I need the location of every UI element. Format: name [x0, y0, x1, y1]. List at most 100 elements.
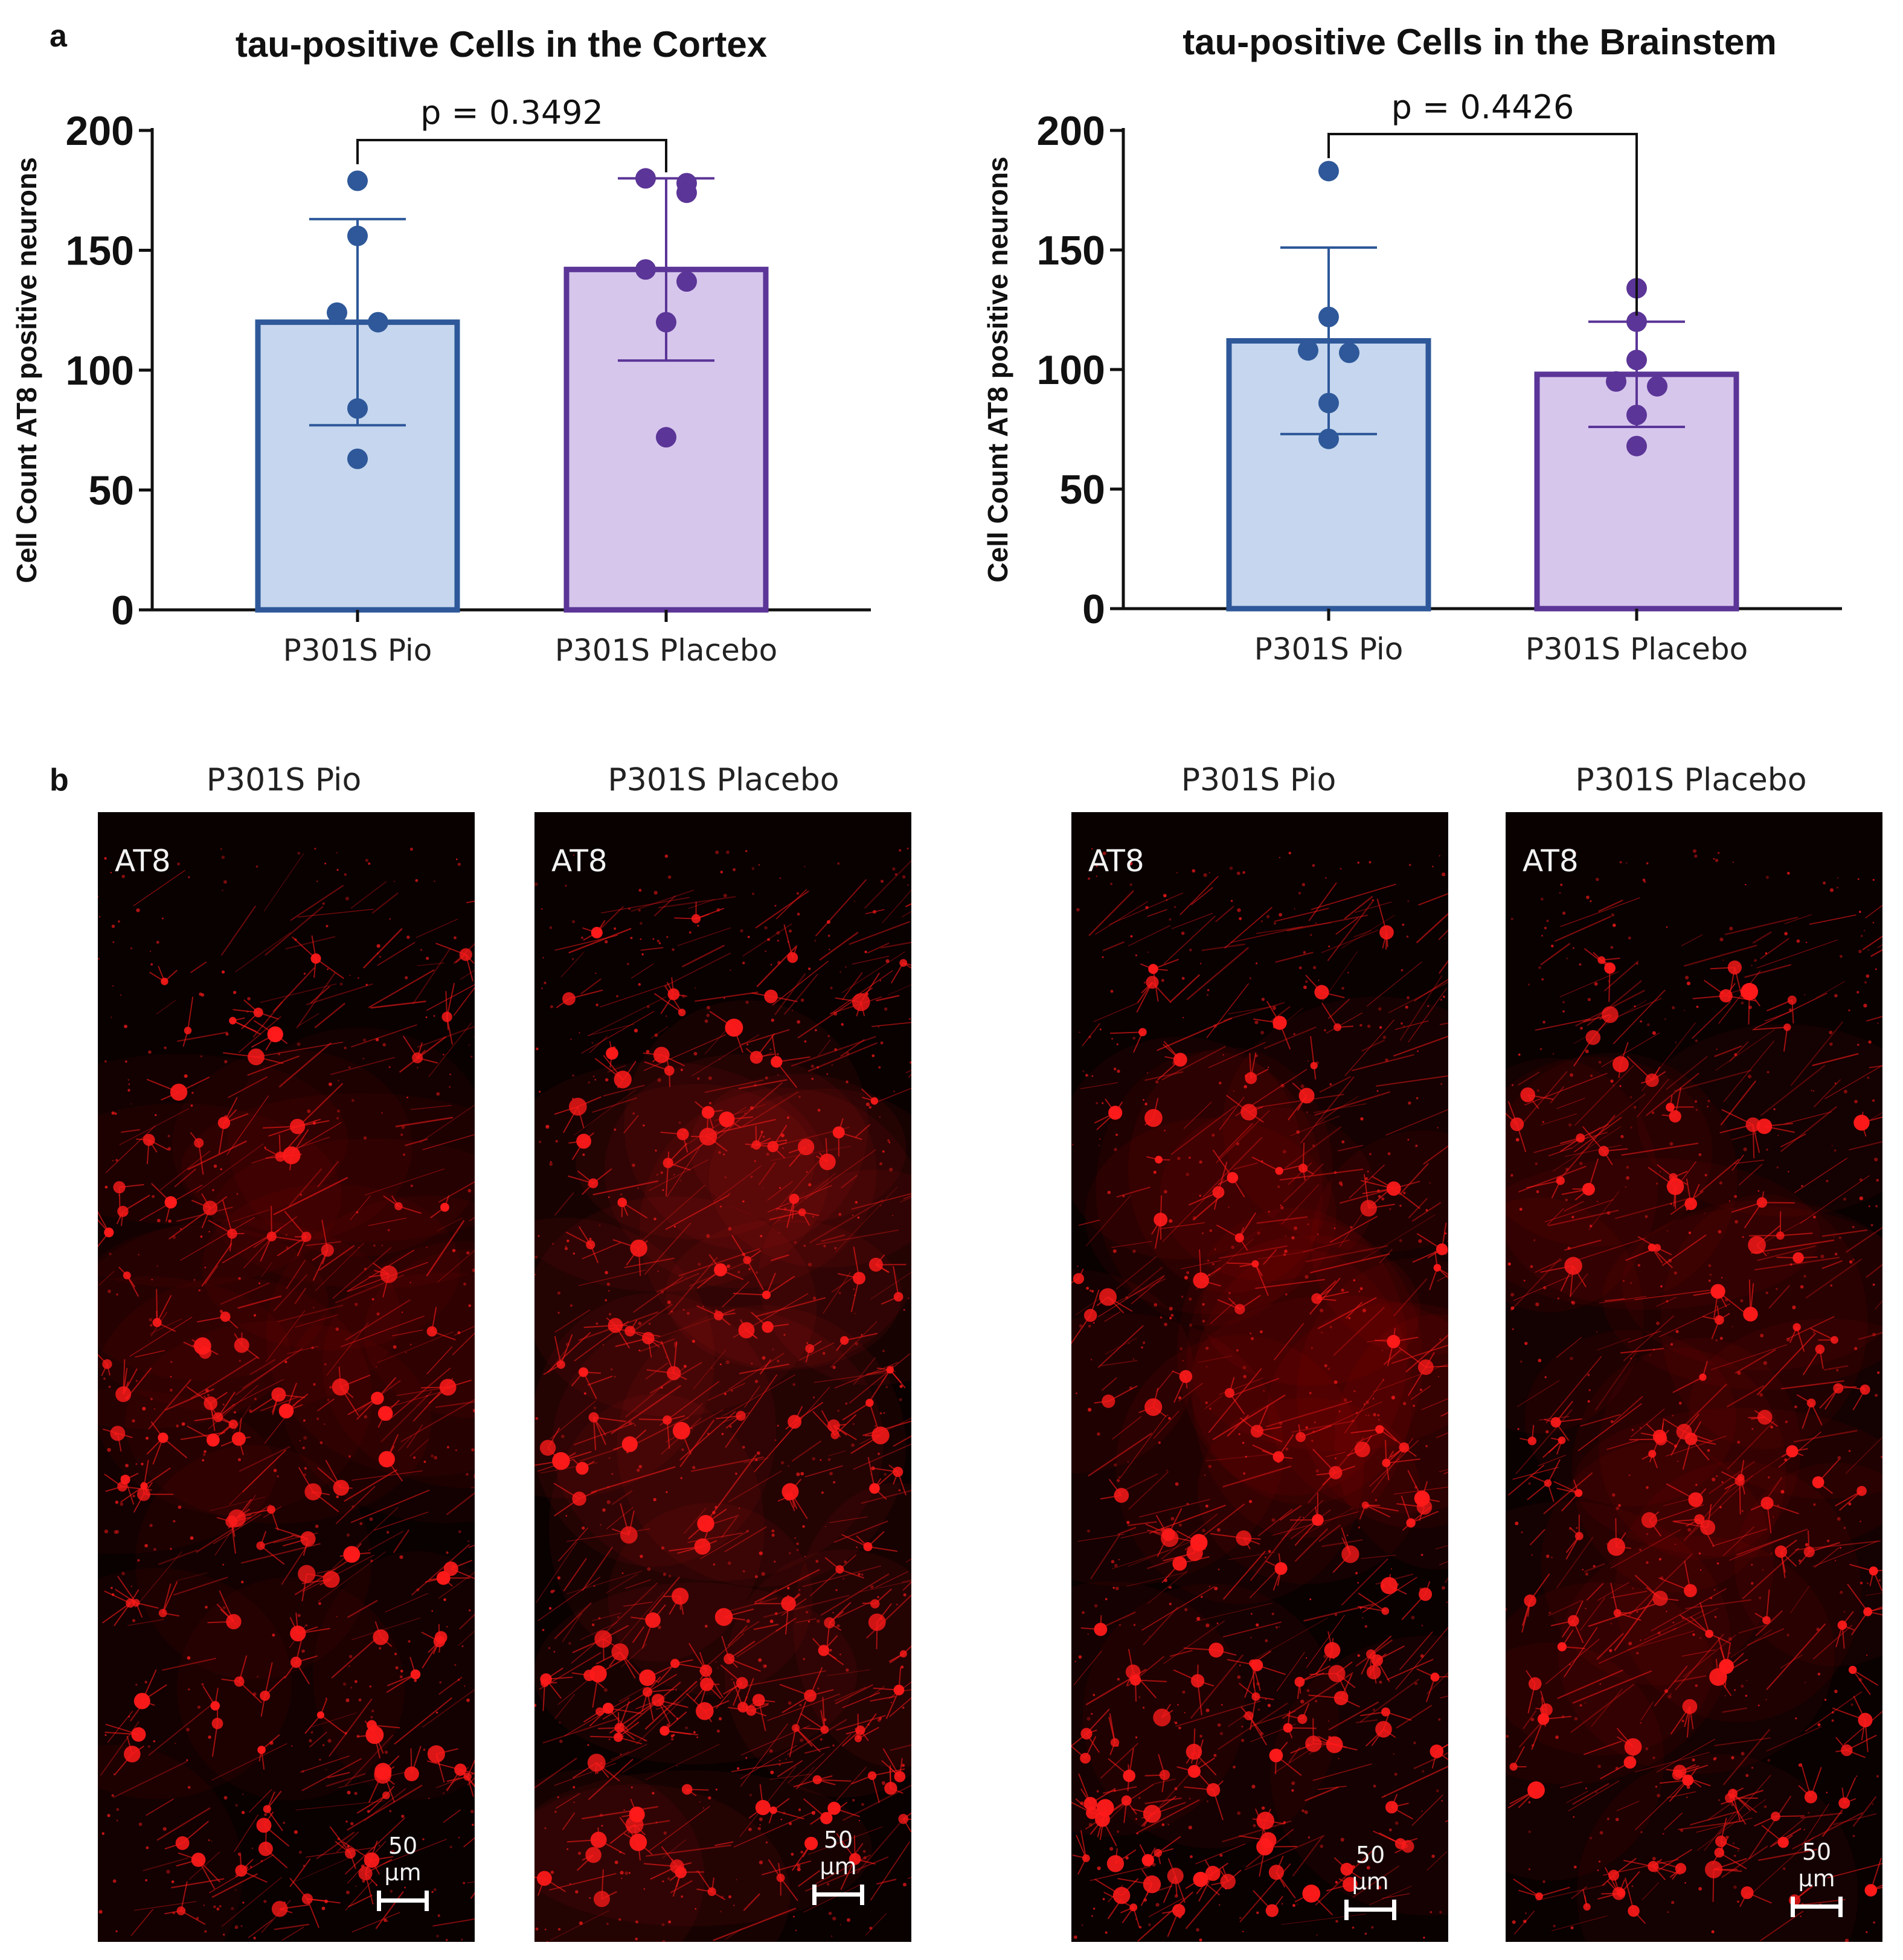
stain-speckle	[1174, 1787, 1178, 1790]
stain-speckle	[1072, 1144, 1074, 1145]
cell-process	[711, 1877, 715, 1892]
stain-speckle	[1329, 1083, 1332, 1086]
stain-fiber	[840, 1174, 858, 1189]
stain-speckle	[1873, 1921, 1875, 1924]
stain-fiber	[1204, 1395, 1222, 1410]
cell-process	[740, 1319, 747, 1331]
stain-speckle	[1628, 936, 1631, 940]
stain-speckle	[864, 950, 867, 953]
cell-process	[708, 1109, 723, 1113]
stain-fiber	[767, 1180, 793, 1201]
stain-fiber	[1257, 1508, 1293, 1537]
stain-speckle	[1823, 881, 1826, 885]
stain-speckle	[187, 1656, 191, 1660]
cell-process	[1152, 1388, 1159, 1408]
stain-fiber	[804, 1856, 889, 1892]
stain-speckle	[770, 1770, 774, 1775]
stain-fiber	[1112, 1416, 1142, 1440]
stain-speckle	[345, 897, 350, 901]
stain-speckle	[1118, 1476, 1121, 1479]
cell-process	[742, 1703, 769, 1708]
cell-process	[768, 1859, 781, 1878]
stain-speckle	[1695, 1039, 1698, 1042]
stain-fiber	[804, 1465, 843, 1478]
stain-speckle	[746, 1619, 750, 1623]
stain-speckle	[549, 926, 553, 929]
stain-speckle	[1209, 1229, 1213, 1232]
stain-fiber	[410, 1105, 452, 1110]
stain-fiber	[1325, 1452, 1346, 1458]
stain-fiber	[247, 1055, 300, 1076]
cell-process	[1188, 1191, 1219, 1206]
stain-speckle	[852, 1423, 855, 1425]
cell-process	[1391, 1806, 1413, 1820]
stain-speckle	[1164, 1322, 1167, 1327]
stain-fiber	[903, 1195, 911, 1200]
stain-fiber	[1369, 1885, 1412, 1905]
stain-speckle	[1718, 1230, 1722, 1234]
cell-process	[1360, 1711, 1386, 1717]
stain-speckle	[1587, 1400, 1590, 1403]
stain-speckle	[1340, 868, 1342, 870]
cell-process	[1346, 1868, 1362, 1879]
stain-fiber	[1784, 914, 1812, 924]
cell-process	[1288, 1727, 1317, 1729]
stain-speckle	[1860, 1520, 1862, 1523]
cell-process	[618, 1721, 640, 1738]
cell-process	[1322, 1472, 1337, 1486]
stain-speckle	[1205, 1347, 1209, 1350]
cell-process	[1835, 1490, 1863, 1507]
stain-speckle	[1651, 1111, 1655, 1115]
cell-process	[823, 1650, 837, 1660]
stain-fiber	[1666, 1055, 1708, 1090]
stain-speckle	[1294, 908, 1295, 910]
stain-fiber	[1421, 1398, 1448, 1411]
stain-fiber	[1224, 906, 1273, 949]
stain-speckle	[1359, 1023, 1362, 1027]
stain-speckle	[1399, 1239, 1402, 1243]
stain-speckle	[1729, 926, 1733, 930]
stain-speckle	[1384, 1795, 1386, 1797]
stain-speckle	[336, 1615, 338, 1618]
cell-process	[241, 1345, 260, 1359]
stain-speckle	[316, 1417, 319, 1421]
stain-fiber	[306, 1846, 376, 1858]
cell-process	[1201, 1279, 1222, 1287]
cell-process	[1131, 1808, 1152, 1814]
stained-cell	[1153, 1708, 1171, 1727]
cell-process	[785, 1603, 789, 1635]
cell-process	[855, 1858, 876, 1865]
cell-process	[148, 1139, 158, 1153]
stain-speckle	[345, 1891, 350, 1895]
stain-fiber	[665, 1194, 730, 1231]
stain-speckle	[1365, 1400, 1369, 1404]
stain-fiber	[395, 1116, 454, 1127]
stain-speckle	[1126, 1520, 1130, 1525]
stain-speckle	[879, 1162, 883, 1165]
cell-process	[265, 1676, 286, 1697]
stain-fiber	[1723, 1040, 1775, 1103]
stained-cell	[1143, 1875, 1161, 1894]
stain-fiber	[1845, 1436, 1882, 1475]
stain-fiber	[1823, 1365, 1849, 1371]
stain-speckle	[386, 1531, 390, 1534]
stain-speckle	[829, 949, 830, 950]
cell-process	[1819, 1388, 1839, 1409]
stain-fiber	[1536, 1884, 1606, 1901]
stained-cell	[1583, 1903, 1591, 1911]
stain-speckle	[1129, 883, 1132, 886]
stain-fiber	[1552, 1126, 1622, 1172]
stain-speckle	[624, 1871, 629, 1875]
stain-speckle	[899, 849, 902, 852]
stain-fiber	[1544, 1199, 1614, 1223]
cell-process	[1213, 1790, 1224, 1821]
stain-speckle	[1285, 1293, 1288, 1296]
micrograph-brainstem-placebo: AT8 50 µm	[1506, 812, 1882, 1942]
stain-fiber	[670, 1880, 693, 1894]
stain-speckle	[203, 1904, 205, 1906]
cell-process	[1252, 1663, 1261, 1691]
cell-process	[277, 1236, 307, 1257]
stain-fiber	[1128, 1471, 1169, 1510]
stain-fiber	[318, 1551, 386, 1602]
stain-speckle	[711, 1367, 713, 1369]
